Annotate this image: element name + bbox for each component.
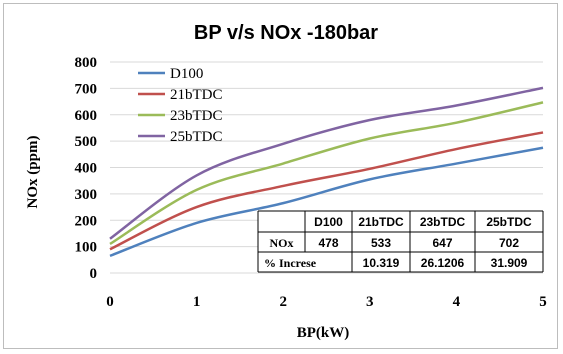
series-line-25bTDC xyxy=(109,86,544,240)
y-tick-0: 0 xyxy=(90,266,98,282)
table-row1-cell-4: 702 xyxy=(499,236,519,250)
chart-frame xyxy=(3,3,558,349)
series-lines xyxy=(109,86,544,258)
y-tick-800: 800 xyxy=(75,55,98,71)
table-header-1: D100 xyxy=(314,215,343,229)
x-tick-1: 1 xyxy=(193,294,201,310)
series-line-21bTDC xyxy=(109,131,544,251)
x-tick-0: 0 xyxy=(106,294,114,310)
y-tick-500: 500 xyxy=(75,134,98,150)
y-tick-300: 300 xyxy=(75,187,98,203)
x-tick-labels: 0 1 2 3 4 5 xyxy=(106,294,547,310)
table-row1-cell-1: 478 xyxy=(318,236,338,250)
x-tick-2: 2 xyxy=(279,294,287,310)
table-row1-cell-3: 647 xyxy=(432,236,452,250)
table-row2-cell-4: 31.909 xyxy=(491,256,528,270)
y-tick-100: 100 xyxy=(75,240,98,256)
table-header-2: 21bTDC xyxy=(358,215,404,229)
x-axis-label: BP(kW) xyxy=(297,325,350,341)
y-tick-labels: 0 100 200 300 400 500 600 700 800 xyxy=(75,55,98,282)
table-row1-cell-2: 533 xyxy=(371,236,391,250)
table-row2-label: % Increse xyxy=(264,256,317,270)
grid-lines xyxy=(110,61,543,274)
table-row2-cell-2: 10.319 xyxy=(363,256,400,270)
legend-label-D100: D100 xyxy=(170,66,203,82)
x-tick-5: 5 xyxy=(539,294,547,310)
x-tick-4: 4 xyxy=(453,294,461,310)
legend-label-25bTDC: 25bTDC xyxy=(170,129,223,145)
table-row2-cell-3: 26.1206 xyxy=(421,256,465,270)
y-tick-700: 700 xyxy=(75,81,98,97)
table-header-3: 23bTDC xyxy=(420,215,466,229)
series-line-23bTDC xyxy=(109,101,544,246)
table-row1-label: NOx xyxy=(270,236,294,250)
y-axis-label: NOx (ppm) xyxy=(25,136,41,209)
x-tick-3: 3 xyxy=(366,294,374,310)
y-tick-400: 400 xyxy=(75,161,98,177)
chart-title: BP v/s NOx -180bar xyxy=(194,22,378,44)
legend-label-21bTDC: 21bTDC xyxy=(170,87,223,103)
series-line-D100 xyxy=(109,146,544,258)
data-table: D100 21bTDC 23bTDC 25bTDC NOx 478 533 647 702 % I… xyxy=(257,210,544,273)
legend: D100 21bTDC 23bTDC 25bTDC xyxy=(138,66,223,145)
legend-label-23bTDC: 23bTDC xyxy=(170,108,223,124)
table-header-4: 25bTDC xyxy=(486,215,532,229)
y-tick-200: 200 xyxy=(75,213,98,229)
y-tick-600: 600 xyxy=(75,108,98,124)
